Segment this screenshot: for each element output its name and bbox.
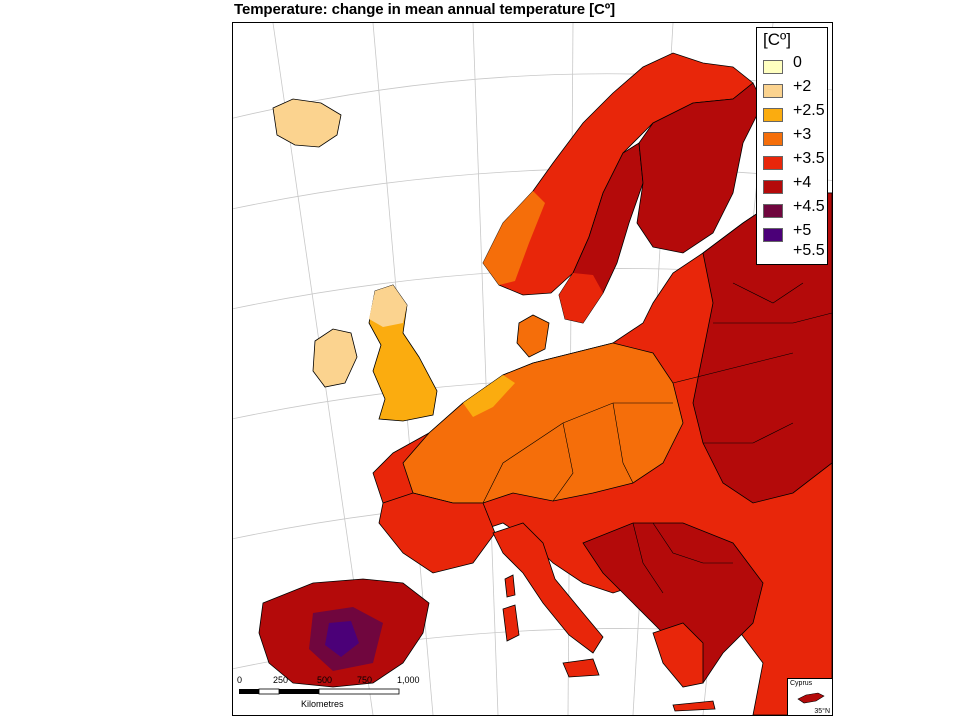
norway-west-coast (483, 191, 545, 285)
legend-swatch (763, 108, 783, 122)
legend-label: +4 (793, 174, 812, 191)
legend-item: +4.5 (763, 198, 825, 222)
scale-tick-label: 1,000 (397, 675, 420, 685)
map-frame: [Cº] 0 +2 +2.5 +3 +3.5 +4 +4.5 (232, 22, 833, 716)
legend-item: +5 (763, 222, 825, 246)
map-title: Temperature: change in mean annual tempe… (234, 1, 616, 18)
scale-bar-graphic (239, 688, 400, 695)
country-borders (482, 282, 832, 594)
scale-bar: 0 250 500 750 1,000 Kilometres (237, 675, 420, 709)
legend-item: +3.5 (763, 150, 825, 174)
map-legend: [Cº] 0 +2 +2.5 +3 +3.5 +4 +4.5 (756, 27, 828, 265)
north-sea-coast (463, 375, 515, 417)
legend-item: +5.5 (763, 242, 825, 266)
legend-item: 0 (763, 54, 825, 78)
legend-swatch (763, 180, 783, 194)
cyprus-label: Cyprus (790, 680, 813, 687)
scale-tick-label: 750 (357, 675, 373, 685)
corsica (504, 574, 516, 598)
legend-label: +5 (793, 222, 812, 239)
legend-item: +2.5 (763, 102, 825, 126)
scale-unit: Kilometres (301, 699, 344, 709)
finland (636, 82, 764, 254)
legend-label: 0 (793, 54, 802, 71)
france (378, 492, 496, 574)
legend-swatch (763, 60, 783, 74)
legend-swatch (763, 156, 783, 170)
legend-swatch (763, 228, 783, 242)
legend-swatch (763, 132, 783, 146)
sweden-south (559, 273, 603, 323)
cyprus-shape (797, 692, 825, 704)
legend-label: +5.5 (793, 242, 825, 259)
legend-label: +3.5 (793, 150, 825, 167)
greece (652, 622, 704, 688)
scale-tick-label: 250 (273, 675, 289, 685)
scale-tick-label: 0 (237, 675, 243, 685)
sicily (562, 658, 600, 678)
legend-swatch (763, 204, 783, 218)
europe-map (233, 23, 832, 715)
legend-item: +4 (763, 174, 825, 198)
sardinia (502, 604, 520, 642)
scotland (369, 285, 407, 327)
legend-label: +2 (793, 78, 812, 95)
legend-label: +4.5 (793, 198, 825, 215)
cyprus-inset: Cyprus 35°N (787, 678, 832, 715)
legend-label: +3 (793, 126, 812, 143)
crete (672, 700, 716, 712)
legend-swatch (763, 84, 783, 98)
cyprus-latitude: 35°N (814, 708, 830, 715)
denmark (516, 314, 550, 358)
iceland (272, 98, 342, 148)
legend-label: +2.5 (793, 102, 825, 119)
iberia-hotspot (325, 621, 359, 657)
ireland (312, 328, 358, 388)
italy (492, 522, 604, 654)
legend-unit: [Cº] (763, 30, 791, 49)
legend-item: +3 (763, 126, 825, 150)
legend-item: +2 (763, 78, 825, 102)
scale-tick-label: 500 (317, 675, 333, 685)
